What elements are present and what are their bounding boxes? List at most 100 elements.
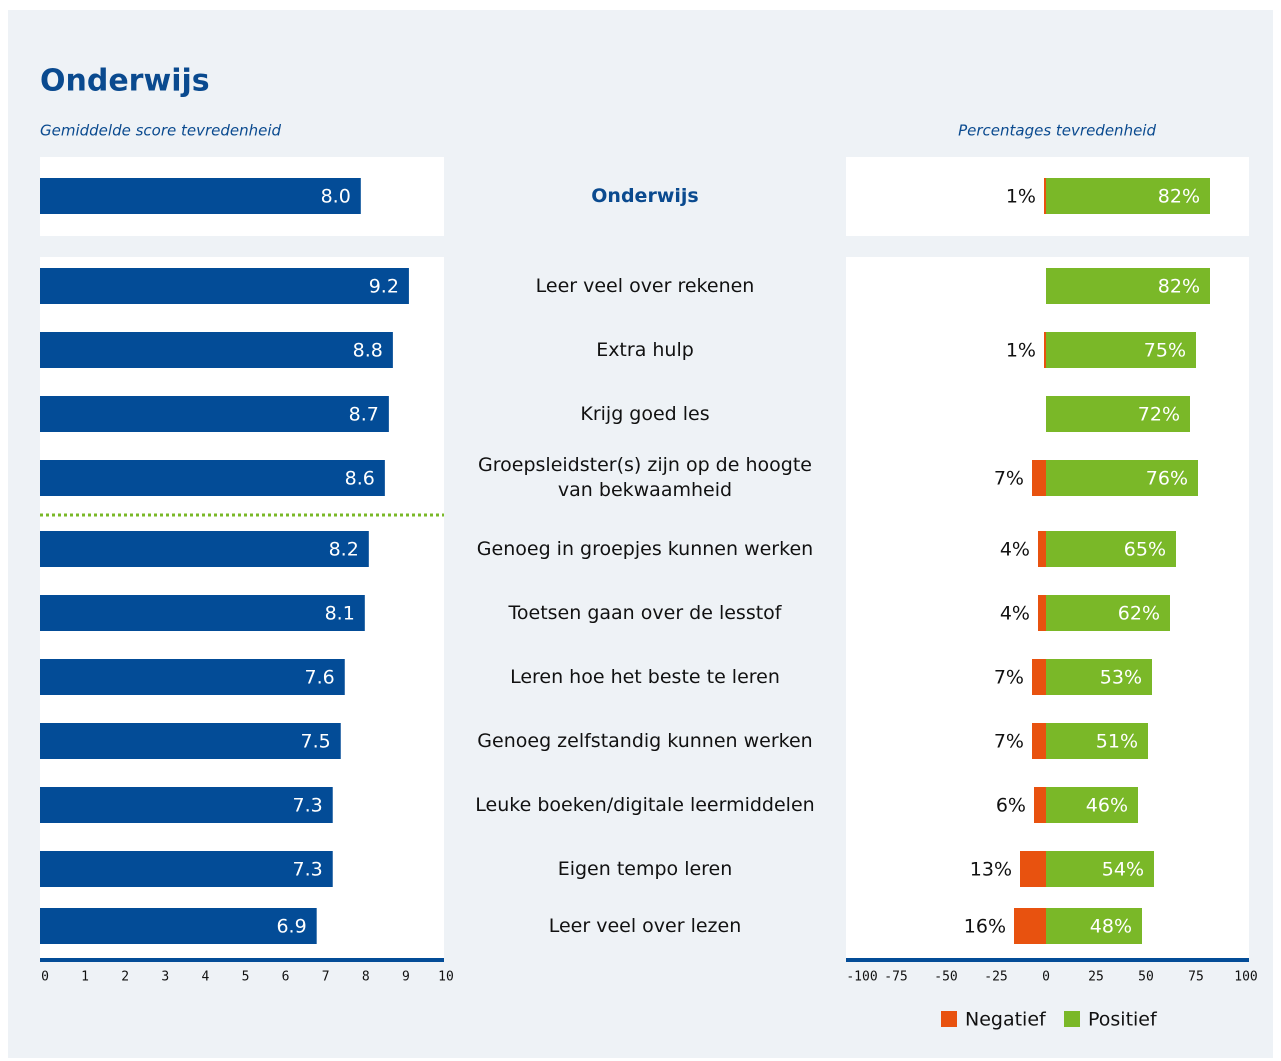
bar [1032, 723, 1046, 759]
category-text: Leren hoe het beste te leren [510, 665, 780, 688]
category-label: Genoeg in groepjes kunnen werken [476, 537, 814, 560]
bar [40, 178, 361, 214]
bar [1046, 787, 1138, 823]
category-label: Extra hulp [596, 339, 694, 361]
x-tick-label: 6 [282, 970, 290, 985]
value-label: 62% [1118, 603, 1160, 625]
bar [40, 659, 345, 695]
category-label: Leren hoe het beste te leren [510, 665, 780, 688]
bar [1044, 178, 1046, 214]
category-text: Krijg goed les [580, 402, 710, 425]
bar [1034, 787, 1046, 823]
category-label: Krijg goed les [580, 402, 710, 425]
value-label: 8.2 [329, 539, 359, 561]
bar [40, 908, 317, 944]
bar [1020, 851, 1046, 887]
bar [1046, 659, 1152, 695]
bar [1046, 723, 1148, 759]
subtitle: Gemiddelde score tevredenheid [40, 122, 282, 140]
category-label: Eigen tempo leren [557, 857, 733, 880]
value-label: 7.3 [293, 795, 323, 817]
x-tick-label: 25 [1088, 970, 1104, 985]
x-tick-label: 8 [362, 970, 370, 985]
x-tick-label: 10 [438, 970, 454, 985]
x-tick-label: 4 [201, 970, 209, 985]
category-label: Genoeg zelfstandig kunnen werken [477, 729, 813, 752]
value-label: 8.7 [349, 404, 379, 426]
x-tick-label: -75 [884, 970, 907, 985]
category-text: Genoeg in groepjes kunnen werken [476, 537, 814, 560]
bar [1046, 595, 1170, 631]
value-label: 7% [994, 667, 1024, 689]
value-label: 4% [1000, 603, 1030, 625]
bar [1046, 178, 1210, 214]
bar [40, 851, 333, 887]
value-label: 8.6 [345, 468, 375, 490]
bar [1032, 460, 1046, 496]
category-text: Leer veel over lezen [548, 914, 742, 937]
bar [1032, 659, 1046, 695]
value-label: 7.5 [301, 731, 331, 753]
value-label: 7.6 [305, 667, 335, 689]
x-tick-label: 50 [1138, 970, 1154, 985]
bar [40, 460, 385, 496]
subtitle: Percentages tevredenheid [958, 122, 1156, 140]
value-label: 65% [1124, 539, 1166, 561]
value-label: 51% [1096, 731, 1138, 753]
category-label: Toetsen gaan over de lesstof [508, 601, 782, 624]
x-tick-label: -50 [934, 970, 957, 985]
category-text: Eigen tempo leren [557, 857, 733, 880]
category-text: Genoeg zelfstandig kunnen werken [477, 729, 813, 752]
x-tick-label: 1 [81, 970, 89, 985]
bar [1046, 396, 1190, 432]
value-label: 8.0 [321, 186, 351, 208]
bar [40, 531, 369, 567]
bar [40, 396, 389, 432]
x-tick-label: -25 [984, 970, 1007, 985]
category-text: Leuke boeken/digitale leermiddelen [475, 793, 815, 816]
bar [1046, 460, 1198, 496]
x-tick-label: 75 [1188, 970, 1204, 985]
x-tick-label: 2 [121, 970, 129, 985]
x-tick-label: 7 [322, 970, 330, 985]
value-label: 82% [1158, 186, 1200, 208]
legend-swatch [941, 1011, 957, 1027]
category-text: Toetsen gaan over de lesstof [508, 601, 782, 624]
value-label: 82% [1158, 276, 1200, 298]
value-label: 75% [1144, 340, 1186, 362]
value-label: 1% [1006, 340, 1036, 362]
value-label: 9.2 [369, 276, 399, 298]
category-label: Leer veel over lezen [548, 914, 742, 937]
x-tick-label: 100 [1234, 970, 1257, 985]
bar [40, 268, 409, 304]
x-tick-label: 5 [242, 970, 250, 985]
category-text: Onderwijs [591, 184, 699, 207]
category-label: Onderwijs [591, 184, 699, 207]
category-label: Groepsleidster(s) zijn op de hoogte van … [478, 454, 812, 501]
value-label: 7% [994, 468, 1024, 490]
value-label: 6.9 [276, 916, 306, 938]
bar [40, 332, 393, 368]
x-tick-label: 3 [161, 970, 169, 985]
value-label: 4% [1000, 539, 1030, 561]
value-label: 16% [964, 916, 1006, 938]
value-label: 6% [996, 795, 1026, 817]
value-label: 8.1 [325, 603, 355, 625]
value-label: 76% [1146, 468, 1188, 490]
category-text: Groepsleidster(s) zijn op de hoogte van … [478, 454, 812, 501]
bar [1046, 531, 1176, 567]
category-label: Leer veel over rekenen [536, 275, 755, 297]
bar [1044, 332, 1046, 368]
bar [40, 723, 341, 759]
value-label: 54% [1102, 859, 1144, 881]
x-tick-label: 0 [1042, 970, 1050, 985]
bar [1038, 531, 1046, 567]
legend-label: Positief [1088, 1009, 1158, 1031]
value-label: 7.3 [293, 859, 323, 881]
value-label: 46% [1086, 795, 1128, 817]
x-tick-label: 0 [41, 970, 49, 985]
value-label: 8.8 [353, 340, 383, 362]
bar [1046, 851, 1154, 887]
bar [40, 787, 333, 823]
